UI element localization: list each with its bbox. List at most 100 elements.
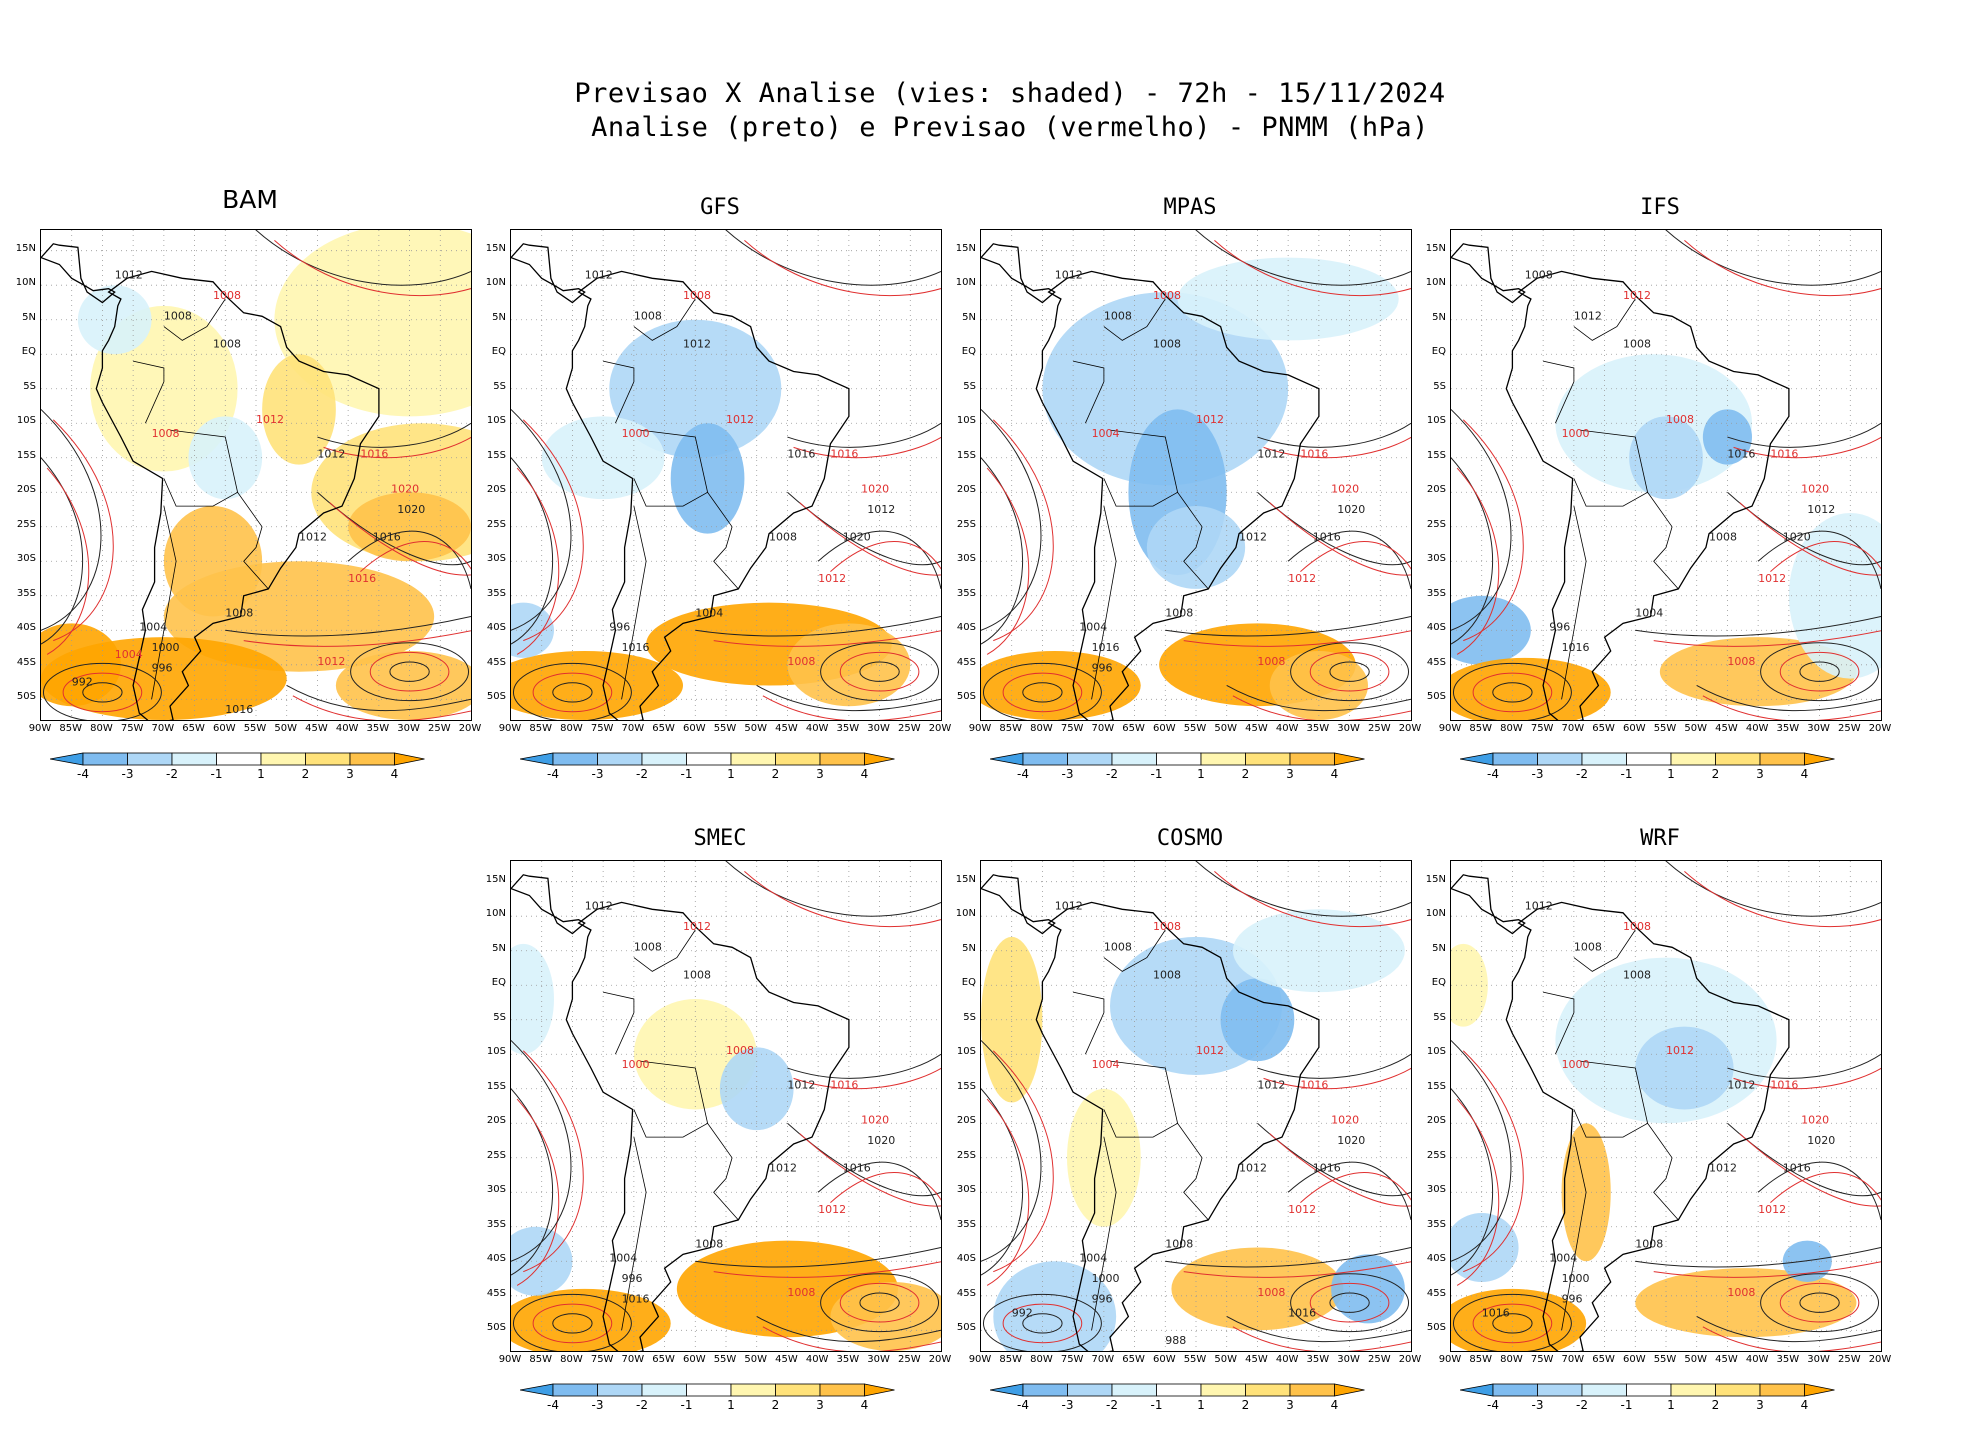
analysis-isobar [41, 457, 83, 645]
forecast-isobar [1770, 541, 1881, 572]
forecast-isobar [1263, 436, 1411, 459]
colorbar-swatch [552, 752, 598, 766]
bias-shading [1451, 1212, 1519, 1282]
country-border [1183, 1157, 1209, 1221]
colorbar-swatch [686, 1383, 732, 1397]
analysis-isobar [552, 1313, 593, 1334]
forecast-contour-label: 1008 [1623, 920, 1651, 933]
map-canvas: 1012 1008 1008 1012 1016 1020 1012 1008 1004 1000… [981, 861, 1411, 1351]
forecast-isobar [1309, 1282, 1390, 1323]
lon-tick-label: 30W [867, 1354, 890, 1365]
analysis-contour-label: 1016 [225, 703, 253, 716]
colorbar-label: -2 [1576, 767, 1588, 781]
south-america-coastline [1035, 901, 1320, 1351]
country-border [1073, 360, 1105, 424]
colorbar-arrow-right [1804, 1383, 1835, 1397]
analysis-isobar [511, 409, 572, 631]
lon-tick-label: 25W [427, 723, 451, 734]
analysis-contour-label: 1016 [1783, 1162, 1811, 1175]
analysis-isobar [817, 1161, 941, 1220]
lat-tick-label: 40S [956, 1253, 976, 1265]
analysis-contour-label: 992 [72, 675, 93, 688]
forecast-isobar [292, 695, 471, 720]
colorbar: -4 -3 -2 -1 1 2 3 4 [1459, 1382, 1880, 1422]
lon-tick-label: 90W [498, 723, 522, 734]
forecast-contour-label: 1008 [1727, 655, 1755, 668]
analysis-isobar [1329, 661, 1370, 682]
analysis-contour-label: 1020 [1783, 531, 1811, 544]
lat-tick-label: 5S [1433, 1011, 1446, 1023]
colorbar-swatch [641, 752, 687, 766]
analysis-isobar [787, 491, 941, 566]
analysis-isobar [1329, 1292, 1370, 1313]
colorbar-label: 2 [1711, 1398, 1720, 1412]
colorbar-label: -4 [547, 767, 559, 781]
lon-tick-label: 85W [1469, 723, 1493, 734]
lon-tick-label: 50W [1684, 1354, 1708, 1365]
colorbar-swatch [686, 752, 732, 766]
forecast-isobar [1733, 1067, 1881, 1090]
lon-tick-label: 80W [1030, 723, 1053, 734]
lon-tick-label: 85W [999, 1354, 1023, 1365]
analysis-contour-label: 1012 [1055, 899, 1083, 912]
forecast-isobar [1002, 672, 1083, 713]
forecast-isobar [986, 1098, 1030, 1286]
colorbar-label: -2 [1106, 767, 1118, 781]
country-border [1543, 991, 1575, 1055]
forecast-isobar [1300, 1172, 1411, 1203]
colorbar-label: -1 [680, 767, 693, 781]
lat-tick-label: 25S [1426, 518, 1446, 530]
forecast-contour-label: 1012 [317, 655, 345, 668]
colorbar-swatch [1067, 1383, 1113, 1397]
analysis-isobar [225, 615, 471, 637]
analysis-contour-label: 996 [1562, 1293, 1583, 1306]
forecast-contour-label: 1008 [1727, 1286, 1755, 1299]
panel-mpas: MPAS 15N 10N 5N EQ 5S 10S 15S 20S 25S 30S 35S 40S 45S… [940, 195, 1440, 781]
forecast-isobar [1002, 1303, 1083, 1344]
analysis-isobar [817, 530, 941, 589]
map-canvas: 1012 1008 1008 1012 1016 1020 1012 1008 1004 1016… [981, 230, 1411, 720]
lat-tick-label: 5N [1432, 311, 1446, 323]
lon-tick-label: 25W [897, 1354, 921, 1365]
colorbar-swatch [819, 1383, 865, 1397]
colorbar-label: -3 [121, 767, 134, 781]
analysis-contour-label: 1012 [1239, 531, 1267, 544]
panel-title: GFS [700, 195, 740, 220]
analysis-contour-label: 1012 [317, 448, 345, 461]
country-border [603, 360, 635, 424]
forecast-contour-label: 1012 [1288, 1203, 1316, 1216]
lat-tick-label: 5N [962, 942, 976, 954]
bias-shading [1220, 978, 1295, 1062]
forecast-isobar [839, 651, 920, 692]
analysis-contour-label: 1000 [152, 641, 180, 654]
analysis-isobar [1665, 861, 1881, 917]
analysis-contour-label: 1008 [225, 606, 253, 619]
lon-tick-label: 80W [1500, 723, 1523, 734]
analysis-contour-label: 1008 [1709, 531, 1737, 544]
analysis-contour-label: 1012 [1525, 899, 1553, 912]
colorbar-swatch [1492, 752, 1538, 766]
bias-shading [670, 423, 745, 534]
lon-tick-label: 40W [1745, 1354, 1769, 1365]
colorbar-arrow-left [519, 1383, 554, 1397]
analysis-isobar [1257, 1053, 1411, 1079]
lon-tick-label: 60W [1152, 1354, 1176, 1365]
lat-tick-label: EQ [491, 346, 506, 358]
lon-tick-label: 70W [621, 1354, 645, 1365]
analysis-isobar [1757, 1161, 1881, 1220]
colorbar-swatch [1111, 1383, 1157, 1397]
lat-tick-label: 5N [22, 311, 36, 323]
analysis-isobar [1760, 1273, 1880, 1333]
forecast-isobar [1232, 1326, 1411, 1351]
forecast-isobar [516, 1098, 560, 1286]
forecast-isobar [986, 467, 1030, 655]
lat-tick-label: 15S [956, 449, 976, 461]
lon-tick-label: 65W [1592, 1354, 1615, 1365]
bias-shading [1451, 943, 1488, 1027]
forecast-contour-label: 1020 [1331, 482, 1359, 495]
lat-tick-label: 20S [956, 484, 976, 496]
lon-tick-label: 40W [1275, 723, 1299, 734]
forecast-contour-label: 1012 [256, 413, 284, 426]
colorbar-swatch [305, 752, 351, 766]
analysis-contour-label: 1012 [1727, 1079, 1755, 1092]
